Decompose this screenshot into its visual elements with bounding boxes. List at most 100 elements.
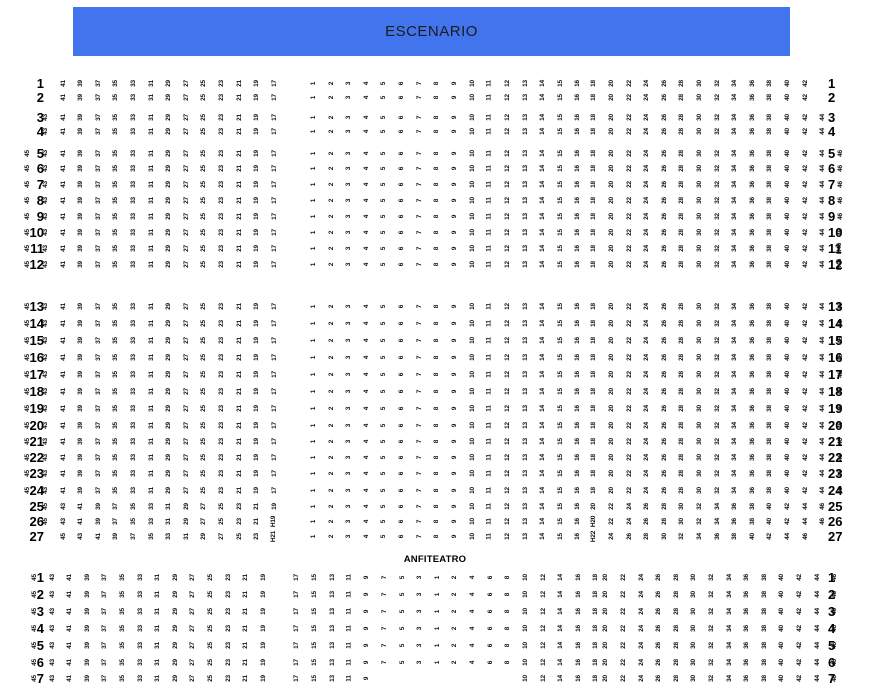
seat[interactable]: 4 [363, 504, 371, 509]
seat[interactable]: 32 [707, 591, 715, 598]
seat[interactable]: 40 [783, 197, 791, 204]
seat[interactable]: 6 [398, 355, 406, 360]
seat[interactable]: 33 [136, 675, 144, 682]
seat[interactable]: 43 [48, 591, 56, 598]
seat[interactable]: 38 [766, 245, 774, 252]
seat[interactable]: 26 [643, 518, 651, 525]
seat[interactable]: 41 [66, 574, 74, 581]
seat[interactable]: 46 [831, 608, 839, 615]
seat[interactable]: 21 [235, 80, 243, 87]
seat[interactable]: 10 [468, 150, 476, 157]
seat[interactable]: 24 [643, 405, 651, 412]
seat[interactable]: 6 [398, 389, 406, 394]
seat[interactable]: 4 [363, 230, 371, 235]
seat[interactable]: 15 [556, 438, 564, 445]
seat[interactable]: 3 [345, 246, 353, 251]
seat[interactable]: 17 [270, 128, 278, 135]
seat[interactable]: 14 [539, 197, 547, 204]
seat[interactable]: 42 [783, 518, 791, 525]
seat[interactable]: 27 [182, 114, 190, 121]
seat[interactable]: 4 [363, 406, 371, 411]
seat[interactable]: 21 [242, 574, 250, 581]
seat[interactable]: 1 [310, 389, 318, 394]
seat[interactable]: 14 [557, 625, 565, 632]
seat[interactable]: 29 [165, 487, 173, 494]
seat[interactable]: 39 [77, 303, 85, 310]
seat[interactable]: 31 [147, 303, 155, 310]
seat[interactable]: 24 [637, 675, 645, 682]
seat[interactable]: 28 [678, 128, 686, 135]
seat[interactable]: 31 [147, 337, 155, 344]
seat[interactable]: 29 [165, 94, 173, 101]
seat[interactable]: 5 [380, 129, 388, 134]
seat[interactable]: 10 [522, 659, 530, 666]
seat[interactable]: 40 [778, 608, 786, 615]
seat[interactable]: 27 [217, 533, 225, 540]
seat[interactable]: 15 [310, 659, 318, 666]
seat[interactable]: 8 [433, 95, 441, 100]
seat[interactable]: 1 [310, 534, 318, 539]
seat[interactable]: 28 [678, 487, 686, 494]
seat[interactable]: 41 [59, 320, 67, 327]
seat[interactable]: 33 [129, 197, 137, 204]
seat[interactable]: 31 [147, 454, 155, 461]
seat[interactable]: 36 [748, 422, 756, 429]
seat[interactable]: 45 [24, 470, 32, 477]
seat[interactable]: 17 [270, 245, 278, 252]
seat[interactable]: 29 [165, 388, 173, 395]
seat[interactable]: 43 [41, 388, 49, 395]
seat[interactable]: 28 [678, 261, 686, 268]
seat[interactable]: 35 [112, 422, 120, 429]
seat[interactable]: 22 [619, 608, 627, 615]
seat[interactable]: 16 [574, 181, 582, 188]
seat[interactable]: 3 [416, 643, 424, 648]
seat[interactable]: 11 [486, 114, 494, 121]
seat[interactable]: 23 [217, 320, 225, 327]
seat[interactable]: 21 [242, 659, 250, 666]
seat[interactable]: 9 [451, 198, 459, 203]
seat[interactable]: 19 [253, 261, 261, 268]
seat[interactable]: 31 [147, 165, 155, 172]
seat[interactable]: 24 [643, 388, 651, 395]
seat[interactable]: 27 [182, 245, 190, 252]
seat[interactable]: 10 [468, 128, 476, 135]
seat[interactable]: 17 [270, 470, 278, 477]
seat[interactable]: 4 [363, 355, 371, 360]
seat[interactable]: 30 [695, 245, 703, 252]
seat[interactable]: 41 [59, 150, 67, 157]
seat[interactable]: 20 [607, 470, 615, 477]
seat[interactable]: 4 [363, 304, 371, 309]
seat[interactable]: 38 [766, 303, 774, 310]
seat[interactable]: 26 [660, 165, 668, 172]
seat[interactable]: 27 [182, 261, 190, 268]
seat[interactable]: 9 [451, 262, 459, 267]
seat[interactable]: 3 [345, 488, 353, 493]
seat[interactable]: 17 [270, 422, 278, 429]
seat[interactable]: 25 [206, 625, 214, 632]
seat[interactable]: 33 [129, 94, 137, 101]
seat[interactable]: 46 [836, 371, 844, 378]
seat[interactable]: 6 [486, 609, 494, 614]
seat[interactable]: 38 [766, 261, 774, 268]
seat[interactable]: 9 [363, 660, 371, 665]
seat[interactable]: 28 [678, 470, 686, 477]
seat[interactable]: 36 [713, 533, 721, 540]
seat[interactable]: 33 [129, 114, 137, 121]
seat[interactable]: 36 [731, 518, 739, 525]
seat[interactable]: 11 [346, 642, 354, 649]
seat[interactable]: 10 [468, 197, 476, 204]
seat[interactable]: 12 [503, 261, 511, 268]
seat[interactable]: 18 [590, 422, 598, 429]
seat[interactable]: 21 [242, 625, 250, 632]
seat[interactable]: 41 [59, 354, 67, 361]
seat[interactable]: 21 [242, 642, 250, 649]
seat[interactable]: 17 [270, 165, 278, 172]
seat[interactable]: 24 [643, 128, 651, 135]
seat[interactable]: 1 [310, 455, 318, 460]
seat[interactable]: 21 [235, 303, 243, 310]
seat[interactable]: 27 [182, 128, 190, 135]
seat[interactable]: 28 [672, 675, 680, 682]
seat[interactable]: 39 [77, 245, 85, 252]
seat[interactable]: 6 [398, 455, 406, 460]
seat[interactable]: 35 [147, 533, 155, 540]
